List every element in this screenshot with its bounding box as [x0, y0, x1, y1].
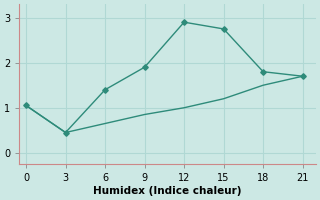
X-axis label: Humidex (Indice chaleur): Humidex (Indice chaleur) [93, 186, 242, 196]
